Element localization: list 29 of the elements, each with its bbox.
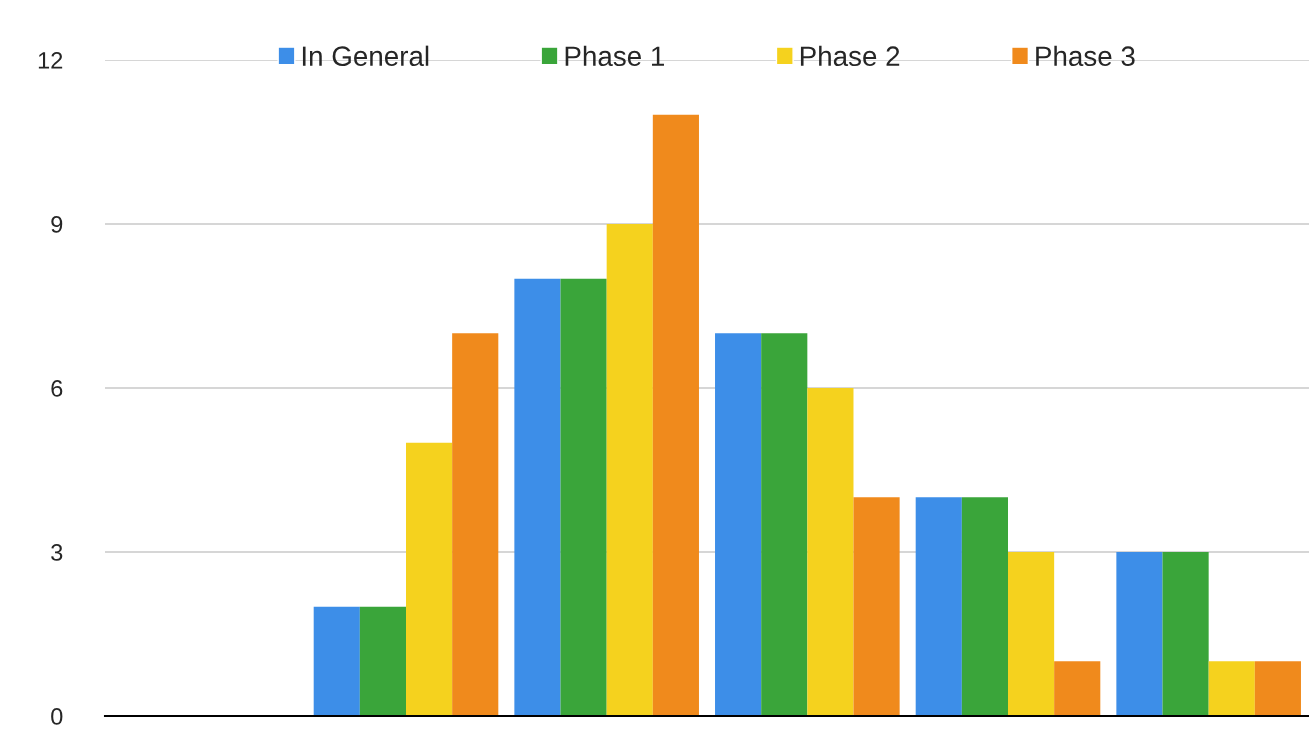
bar	[1116, 552, 1163, 716]
bar	[961, 497, 1008, 716]
bar	[1054, 661, 1101, 716]
bar	[652, 114, 699, 716]
bar	[1208, 661, 1255, 716]
bar	[452, 333, 499, 716]
y-tick-label: 0	[51, 708, 63, 725]
bar	[359, 606, 406, 716]
bar	[560, 278, 607, 716]
bar	[1254, 661, 1301, 716]
bar	[313, 606, 360, 716]
bar	[715, 333, 762, 716]
y-tick-label: 12	[38, 52, 63, 69]
bar	[807, 388, 854, 716]
legend-label: Phase 2	[800, 45, 900, 67]
bar	[606, 224, 653, 716]
bar	[1008, 552, 1055, 716]
legend-label: In General	[302, 45, 429, 67]
legend-label: Phase 3	[1036, 45, 1135, 67]
bar	[406, 442, 453, 716]
y-tick-label: 3	[51, 544, 63, 561]
y-tick-label: 6	[51, 380, 63, 397]
bar	[514, 278, 561, 716]
bar	[853, 497, 900, 716]
legend-label: Phase 1	[565, 45, 664, 67]
y-tick-label: 9	[51, 216, 63, 233]
bar	[1162, 552, 1209, 716]
bar	[761, 333, 808, 716]
bar	[915, 497, 962, 716]
